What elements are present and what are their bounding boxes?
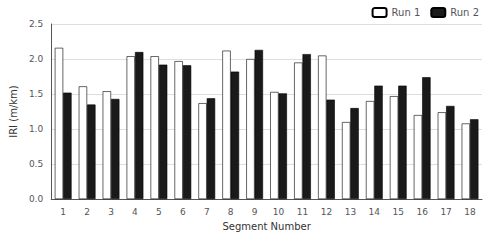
svg-text:0.5: 0.5 (29, 159, 43, 169)
svg-text:2: 2 (84, 207, 90, 217)
svg-text:2.0: 2.0 (29, 54, 44, 64)
svg-text:IRI (m/km): IRI (m/km) (8, 85, 19, 138)
svg-text:Run 1: Run 1 (392, 7, 421, 18)
svg-text:5: 5 (156, 207, 162, 217)
svg-text:17: 17 (440, 207, 451, 217)
svg-text:Segment Number: Segment Number (222, 221, 311, 232)
svg-text:8: 8 (228, 207, 234, 217)
svg-text:18: 18 (464, 207, 476, 217)
svg-text:16: 16 (416, 207, 428, 217)
svg-text:3: 3 (108, 207, 114, 217)
svg-text:1: 1 (60, 207, 66, 217)
svg-text:10: 10 (273, 207, 285, 217)
svg-text:14: 14 (369, 207, 381, 217)
svg-text:7: 7 (204, 207, 210, 217)
svg-text:1.5: 1.5 (29, 89, 43, 99)
svg-text:4: 4 (132, 207, 138, 217)
svg-text:6: 6 (180, 207, 186, 217)
svg-text:9: 9 (252, 207, 258, 217)
svg-text:Run 2: Run 2 (450, 7, 479, 18)
svg-text:13: 13 (345, 207, 356, 217)
svg-text:15: 15 (393, 207, 404, 217)
svg-text:2.5: 2.5 (29, 19, 43, 29)
svg-text:11: 11 (297, 207, 308, 217)
svg-text:12: 12 (321, 207, 332, 217)
svg-text:1.0: 1.0 (29, 124, 44, 134)
svg-text:0.0: 0.0 (29, 194, 44, 204)
